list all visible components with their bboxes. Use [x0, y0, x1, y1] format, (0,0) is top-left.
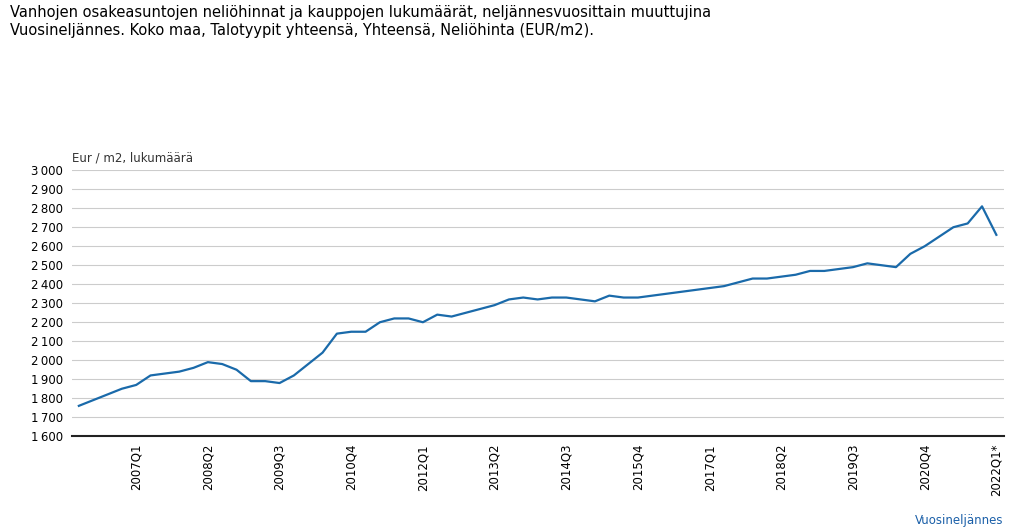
Text: Eur / m2, lukumäärä: Eur / m2, lukumäärä: [72, 152, 193, 165]
Text: Vuosineljännes: Vuosineljännes: [915, 514, 1004, 527]
Text: Vanhojen osakeasuntojen neliöhinnat ja kauppojen lukumäärät, neljännesvuosittain: Vanhojen osakeasuntojen neliöhinnat ja k…: [10, 5, 712, 38]
